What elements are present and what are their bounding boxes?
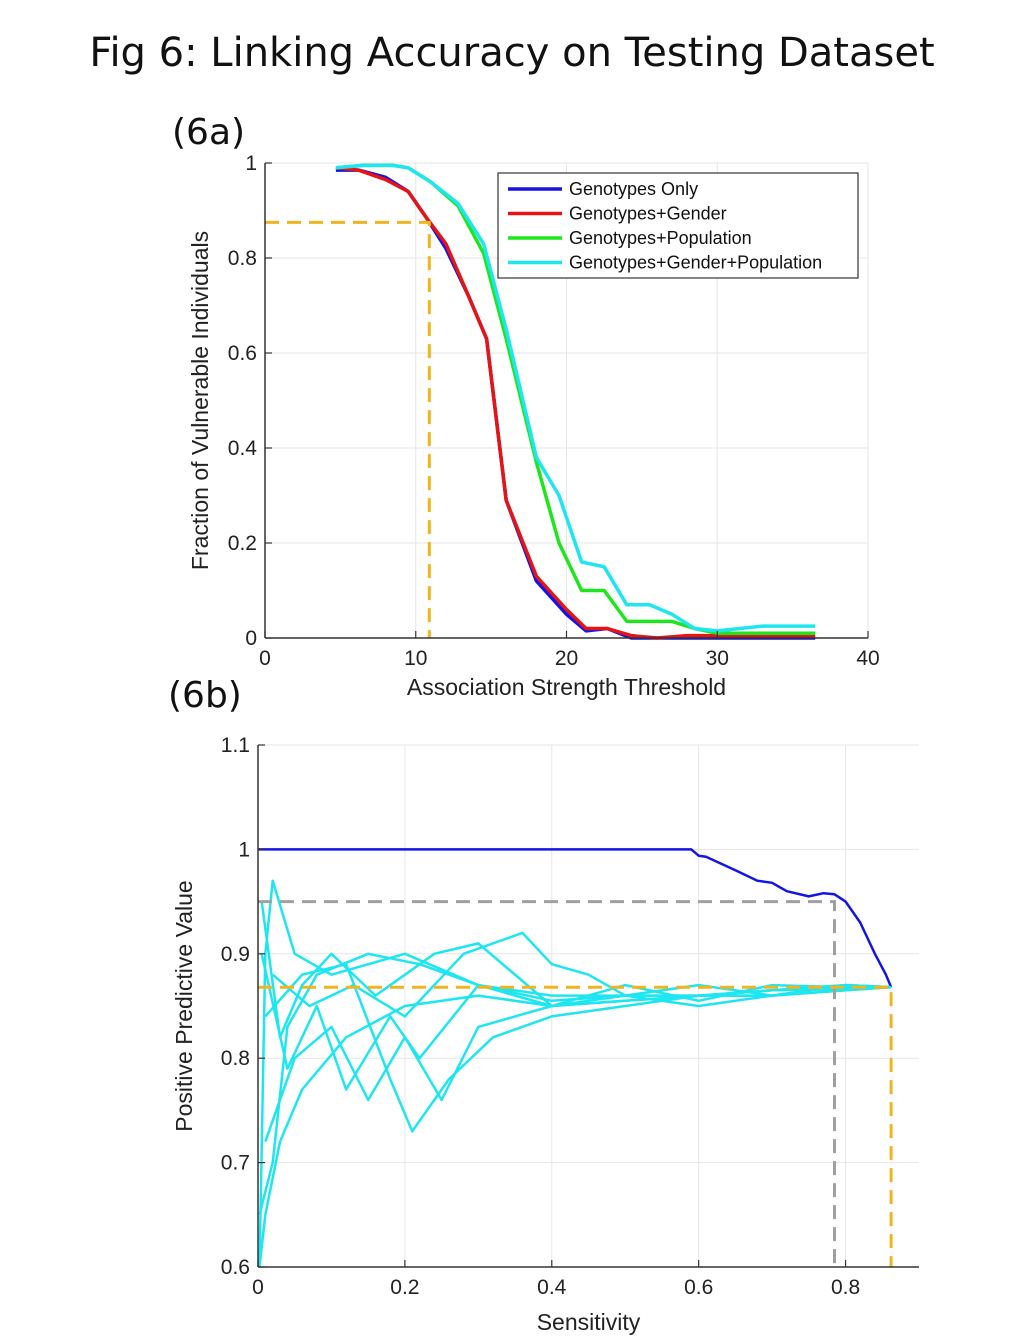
legend: Genotypes Only Genotypes+Gender Genotypes+… <box>497 172 859 279</box>
x-tick-label: 40 <box>856 647 879 670</box>
y-tick-label: 0.2 <box>228 532 257 555</box>
series-line-4 <box>260 901 892 1039</box>
series-line-1 <box>335 166 816 640</box>
x-tick-label: 0 <box>252 1276 264 1299</box>
chart-6a: 0 10 20 30 40 0 0.2 0.4 0.6 0.8 1 Association Stren… <box>187 152 880 700</box>
y-tick-label: 0.4 <box>228 437 258 460</box>
legend-entry: Genotypes+Gender <box>569 204 727 224</box>
legend-entry: Genotypes Only <box>569 179 698 199</box>
y-tick-label: 0.6 <box>221 1256 250 1279</box>
y-tick-label: 1 <box>245 152 257 175</box>
x-tick-label: 30 <box>706 647 729 670</box>
legend-entry: Genotypes+Population <box>569 228 752 248</box>
x-tick-label: 0 <box>259 647 271 670</box>
y-tick-label: 0.7 <box>221 1152 250 1175</box>
x-axis-title: Association Strength Threshold <box>407 674 726 700</box>
reference-line-0 <box>258 900 836 1267</box>
x-tick-label: 20 <box>555 647 578 670</box>
plot-area <box>258 745 919 1267</box>
x-tick-label: 0.8 <box>831 1276 860 1299</box>
reference-line-1 <box>258 985 893 1267</box>
chart-6b: 0 0.2 0.4 0.6 0.8 0.6 0.7 0.8 0.9 1 1.1 Sensitivity… <box>171 734 919 1335</box>
reference-line-0 <box>265 220 431 638</box>
panel-label-6b: (6b) <box>168 675 242 716</box>
x-tick-label: 10 <box>404 647 427 670</box>
x-axis-title: Sensitivity <box>537 1309 641 1335</box>
x-tick-label: 0.6 <box>684 1276 713 1299</box>
series-line-3 <box>335 163 816 633</box>
figure-title: Fig 6: Linking Accuracy on Testing Datas… <box>89 30 935 76</box>
panel-label-6a: (6a) <box>172 112 246 153</box>
y-tick-label: 0.8 <box>221 1047 250 1070</box>
y-axis-title: Fraction of Vulnerable Individuals <box>187 231 213 570</box>
y-tick-label: 0.6 <box>228 342 257 365</box>
series-line-7 <box>264 962 892 1133</box>
y-tick-label: 1.1 <box>221 734 250 757</box>
series-line-0 <box>258 848 893 988</box>
legend-entry: Genotypes+Gender+Population <box>569 253 822 273</box>
x-tick-label: 0.4 <box>537 1276 567 1299</box>
x-tick-label: 0.2 <box>390 1276 419 1299</box>
series-line-8 <box>271 931 892 1018</box>
y-tick-label: 1 <box>238 838 250 861</box>
y-axis-title: Positive Predictive Value <box>171 880 197 1131</box>
y-tick-label: 0.9 <box>221 943 250 966</box>
y-tick-label: 0 <box>245 627 257 650</box>
y-tick-label: 0.8 <box>228 247 257 270</box>
